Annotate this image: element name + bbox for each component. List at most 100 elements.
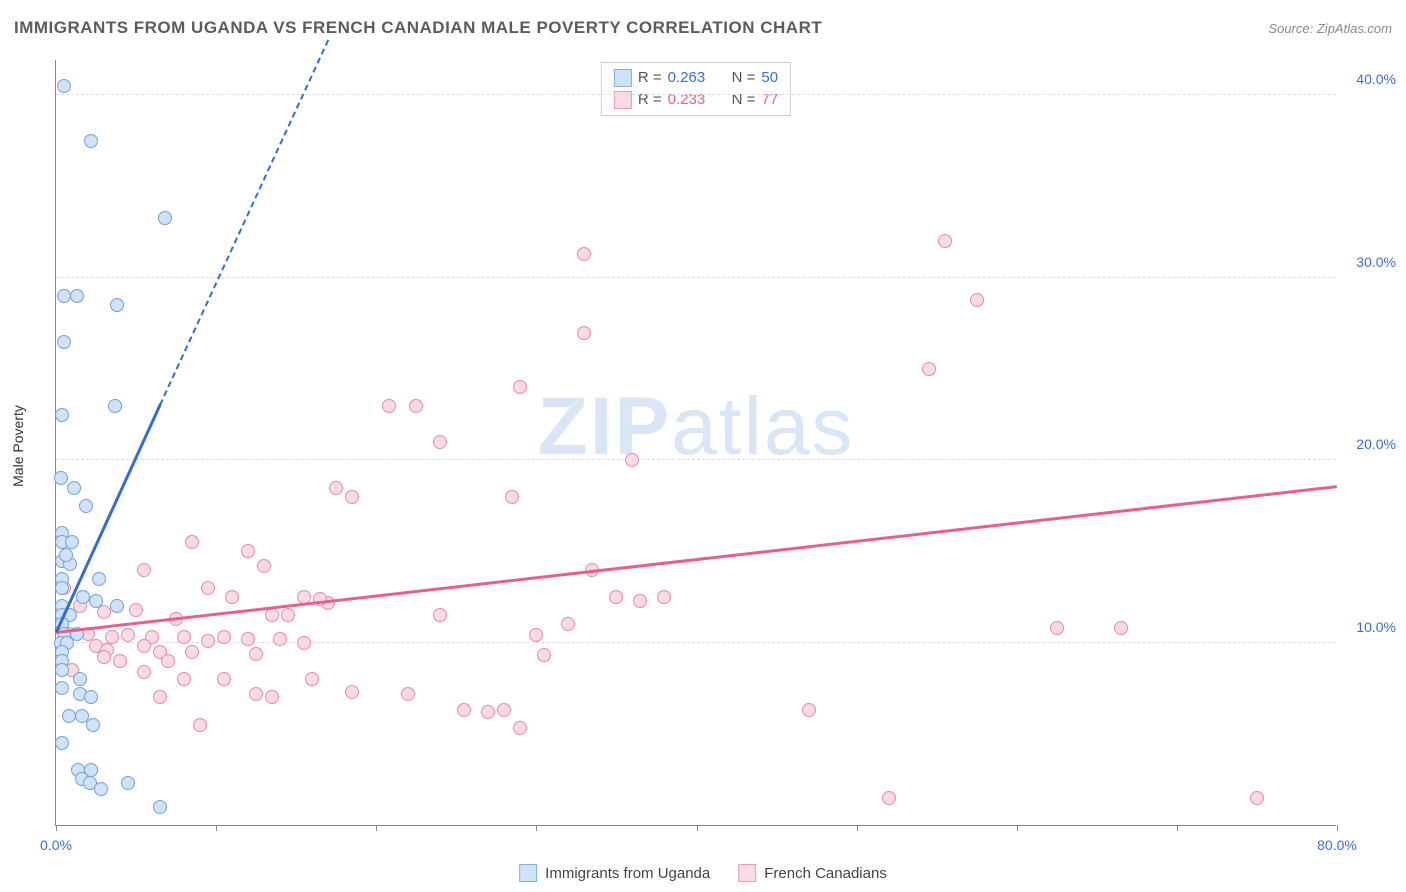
trendline <box>56 485 1337 633</box>
chart-title: IMMIGRANTS FROM UGANDA VS FRENCH CANADIA… <box>14 18 822 38</box>
data-point-french <box>922 362 936 376</box>
data-point-french <box>137 563 151 577</box>
data-point-uganda <box>79 499 93 513</box>
data-point-french <box>433 435 447 449</box>
data-point-french <box>241 544 255 558</box>
data-point-french <box>481 705 495 719</box>
x-tick-label: 0.0% <box>40 837 72 853</box>
source: Source: ZipAtlas.com <box>1268 21 1392 36</box>
legend-series: Immigrants from Uganda French Canadians <box>519 864 887 882</box>
data-point-french <box>577 326 591 340</box>
data-point-uganda <box>110 599 124 613</box>
legend-swatch <box>738 864 756 882</box>
x-tick <box>697 825 698 831</box>
data-point-french <box>225 590 239 604</box>
data-point-uganda <box>57 335 71 349</box>
data-point-uganda <box>54 471 68 485</box>
data-point-uganda <box>110 298 124 312</box>
data-point-uganda <box>153 800 167 814</box>
source-name: ZipAtlas.com <box>1317 21 1392 36</box>
data-point-french <box>161 654 175 668</box>
data-point-uganda <box>65 535 79 549</box>
data-point-uganda <box>108 399 122 413</box>
data-point-french <box>241 632 255 646</box>
data-point-uganda <box>67 481 81 495</box>
data-point-french <box>1250 791 1264 805</box>
data-point-french <box>249 647 263 661</box>
y-tick-label: 20.0% <box>1341 436 1396 452</box>
data-point-french <box>177 672 191 686</box>
legend-r-value: 0.263 <box>668 67 718 89</box>
x-tick <box>1177 825 1178 831</box>
data-point-uganda <box>84 134 98 148</box>
data-point-french <box>265 690 279 704</box>
data-point-uganda <box>73 672 87 686</box>
data-point-uganda <box>76 590 90 604</box>
legend-n-value: 50 <box>761 67 778 89</box>
plot-area: ZIPatlas R =0.263N =50R =0.233N =77 10.0… <box>55 60 1336 826</box>
data-point-french <box>577 247 591 261</box>
data-point-uganda <box>59 548 73 562</box>
data-point-french <box>882 791 896 805</box>
data-point-uganda <box>94 782 108 796</box>
data-point-french <box>177 630 191 644</box>
y-tick-label: 10.0% <box>1341 619 1396 635</box>
x-tick <box>857 825 858 831</box>
data-point-french <box>113 654 127 668</box>
data-point-french <box>433 608 447 622</box>
data-point-french <box>345 685 359 699</box>
legend-swatch <box>614 69 632 87</box>
data-point-french <box>153 690 167 704</box>
gridline-h <box>56 94 1336 95</box>
data-point-french <box>625 453 639 467</box>
data-point-french <box>249 687 263 701</box>
data-point-french <box>297 636 311 650</box>
data-point-french <box>401 687 415 701</box>
data-point-french <box>409 399 423 413</box>
data-point-french <box>513 380 527 394</box>
data-point-french <box>970 293 984 307</box>
legend-series-item: French Canadians <box>738 864 887 882</box>
data-point-french <box>657 590 671 604</box>
data-point-french <box>802 703 816 717</box>
data-point-french <box>185 645 199 659</box>
data-point-uganda <box>57 79 71 93</box>
x-tick <box>376 825 377 831</box>
data-point-french <box>121 628 135 642</box>
legend-r-label: R = <box>638 67 662 89</box>
data-point-french <box>537 648 551 662</box>
data-point-french <box>201 581 215 595</box>
x-tick-label: 80.0% <box>1317 837 1357 853</box>
data-point-uganda <box>55 663 69 677</box>
trendline <box>55 404 161 633</box>
gridline-h <box>56 459 1336 460</box>
data-point-french <box>505 490 519 504</box>
data-point-french <box>1114 621 1128 635</box>
source-label: Source: <box>1268 21 1313 36</box>
y-tick-label: 40.0% <box>1341 71 1396 87</box>
legend-swatch <box>519 864 537 882</box>
data-point-french <box>529 628 543 642</box>
data-point-french <box>217 630 231 644</box>
data-point-uganda <box>121 776 135 790</box>
data-point-french <box>497 703 511 717</box>
data-point-french <box>185 535 199 549</box>
x-tick <box>216 825 217 831</box>
legend-n-value: 77 <box>761 89 778 111</box>
data-point-french <box>561 617 575 631</box>
data-point-french <box>217 672 231 686</box>
legend-correlation: R =0.263N =50R =0.233N =77 <box>601 62 791 116</box>
legend-series-label: French Canadians <box>764 865 887 882</box>
x-tick <box>56 825 57 831</box>
data-point-french <box>513 721 527 735</box>
data-point-french <box>137 665 151 679</box>
data-point-french <box>382 399 396 413</box>
legend-r-value: 0.233 <box>668 89 718 111</box>
data-point-uganda <box>92 572 106 586</box>
data-point-french <box>329 481 343 495</box>
data-point-french <box>201 634 215 648</box>
legend-series-item: Immigrants from Uganda <box>519 864 710 882</box>
x-tick <box>1337 825 1338 831</box>
y-axis-label: Male Poverty <box>10 405 26 487</box>
data-point-french <box>938 234 952 248</box>
